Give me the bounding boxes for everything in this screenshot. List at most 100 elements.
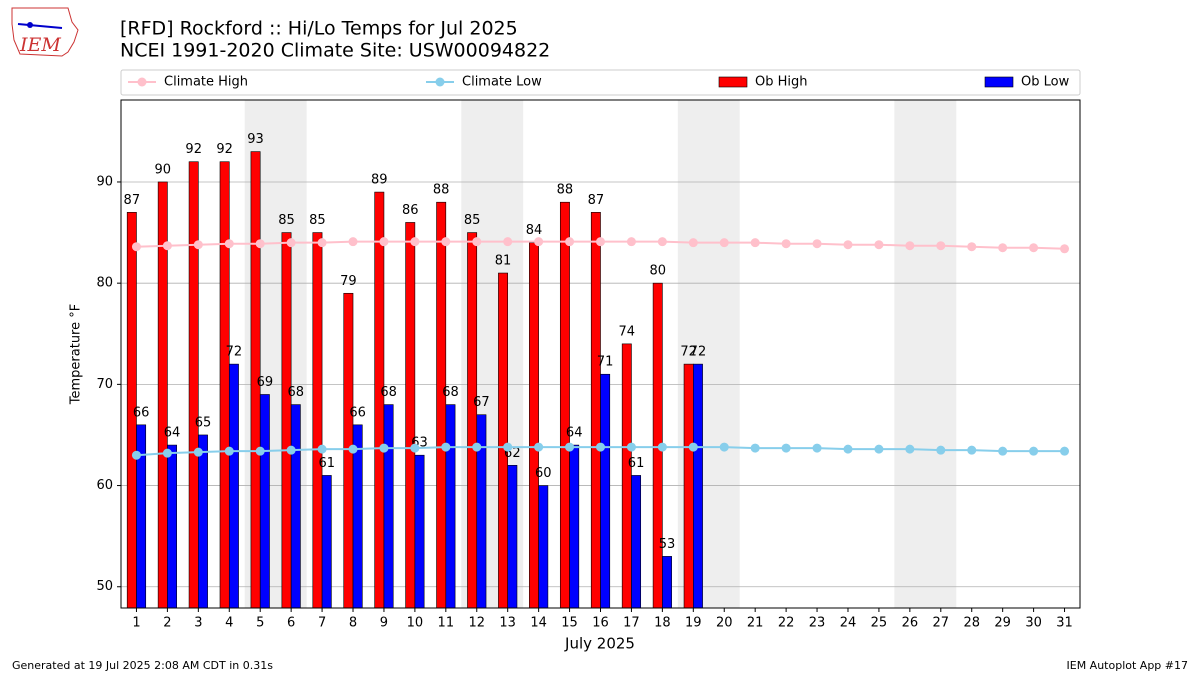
point xyxy=(534,237,544,247)
chart-title: [RFD] Rockford :: Hi/Lo Temps for Jul 20… xyxy=(120,18,518,40)
x-tick-label: 14 xyxy=(530,616,547,631)
point xyxy=(162,448,172,458)
bar xyxy=(167,444,177,609)
x-tick-label: 31 xyxy=(1056,616,1073,631)
point xyxy=(843,240,853,250)
logo: IEM xyxy=(11,7,79,57)
x-tick-label: 13 xyxy=(499,616,516,631)
x-tick-label: 27 xyxy=(933,616,950,631)
point xyxy=(472,442,482,452)
bar xyxy=(538,485,549,609)
point xyxy=(657,237,667,247)
point xyxy=(626,237,636,247)
point xyxy=(874,240,884,250)
bar xyxy=(559,201,570,609)
data-label: 64 xyxy=(164,426,181,441)
point xyxy=(967,242,977,252)
bar xyxy=(414,454,425,609)
point xyxy=(719,442,729,452)
point xyxy=(317,238,327,248)
x-tick-label: 8 xyxy=(349,616,357,631)
x-tick-label: 25 xyxy=(871,616,888,631)
point xyxy=(162,241,172,251)
legend-label: Ob Low xyxy=(1021,75,1070,90)
bar xyxy=(198,434,208,609)
bar xyxy=(436,201,447,609)
x-tick-label: 29 xyxy=(994,616,1011,631)
x-tick-label: 16 xyxy=(592,616,609,631)
data-label: 85 xyxy=(309,213,326,228)
point xyxy=(1060,244,1070,254)
data-label: 72 xyxy=(226,345,243,360)
point xyxy=(1029,243,1039,253)
bar xyxy=(321,475,332,609)
bar xyxy=(631,475,642,609)
plot-frame xyxy=(120,99,1081,609)
point xyxy=(131,242,141,252)
bar xyxy=(281,232,292,609)
x-tick-label: 17 xyxy=(623,616,640,631)
chart-subtitle: NCEI 1991-2020 Climate Site: USW00094822 xyxy=(120,40,550,62)
bar xyxy=(498,272,508,609)
bar xyxy=(600,373,611,609)
data-label: 84 xyxy=(526,223,543,238)
data-label: 68 xyxy=(380,385,397,400)
point xyxy=(905,444,915,454)
y-tick-label: 70 xyxy=(96,377,113,392)
x-tick-label: 6 xyxy=(287,616,295,631)
data-label: 61 xyxy=(318,456,335,471)
legend-label: Climate High xyxy=(164,75,248,90)
legend-swatch xyxy=(984,76,1014,88)
point xyxy=(781,443,791,453)
bar xyxy=(405,222,416,609)
point xyxy=(193,240,203,250)
bar xyxy=(621,343,632,609)
data-label: 90 xyxy=(154,162,171,177)
y-tick-label: 90 xyxy=(96,174,113,189)
legend-marker xyxy=(137,77,147,87)
y-axis-label: Temperature °F xyxy=(69,304,84,405)
x-tick-label: 20 xyxy=(716,616,733,631)
point xyxy=(812,443,822,453)
data-label: 88 xyxy=(433,183,450,198)
data-label: 93 xyxy=(247,132,264,147)
point xyxy=(255,239,265,249)
point xyxy=(967,445,977,455)
x-tick-label: 22 xyxy=(778,616,795,631)
bar xyxy=(569,444,580,609)
weekend-shade xyxy=(894,100,957,608)
point xyxy=(596,442,605,452)
legend xyxy=(120,69,1081,96)
point xyxy=(750,443,760,453)
x-tick-label: 3 xyxy=(194,616,202,631)
y-tick-label: 50 xyxy=(96,579,113,594)
x-tick-label: 9 xyxy=(380,616,388,631)
x-tick-label: 28 xyxy=(963,616,980,631)
data-label: 89 xyxy=(371,173,388,188)
point xyxy=(286,238,296,248)
data-label: 71 xyxy=(597,355,614,370)
legend-label: Ob High xyxy=(755,75,808,90)
data-label: 79 xyxy=(340,274,357,289)
bar xyxy=(529,242,539,609)
x-tick-label: 19 xyxy=(685,616,702,631)
data-label: 53 xyxy=(659,537,676,552)
x-tick-label: 15 xyxy=(561,616,578,631)
point xyxy=(1060,446,1070,456)
point xyxy=(750,238,760,248)
bar xyxy=(228,363,239,609)
bar xyxy=(219,161,230,609)
legend-label: Climate Low xyxy=(462,75,542,90)
data-label: 81 xyxy=(495,254,512,269)
y-tick-label: 60 xyxy=(96,478,113,493)
x-tick-label: 5 xyxy=(256,616,264,631)
data-label: 67 xyxy=(473,395,490,410)
point xyxy=(379,237,389,247)
x-tick-label: 23 xyxy=(809,616,826,631)
legend-marker xyxy=(435,77,445,87)
footer-left: Generated at 19 Jul 2025 2:08 AM CDT in … xyxy=(12,659,273,672)
data-label: 68 xyxy=(288,385,305,400)
bar xyxy=(290,404,301,609)
point xyxy=(317,444,327,454)
bar xyxy=(693,363,703,609)
